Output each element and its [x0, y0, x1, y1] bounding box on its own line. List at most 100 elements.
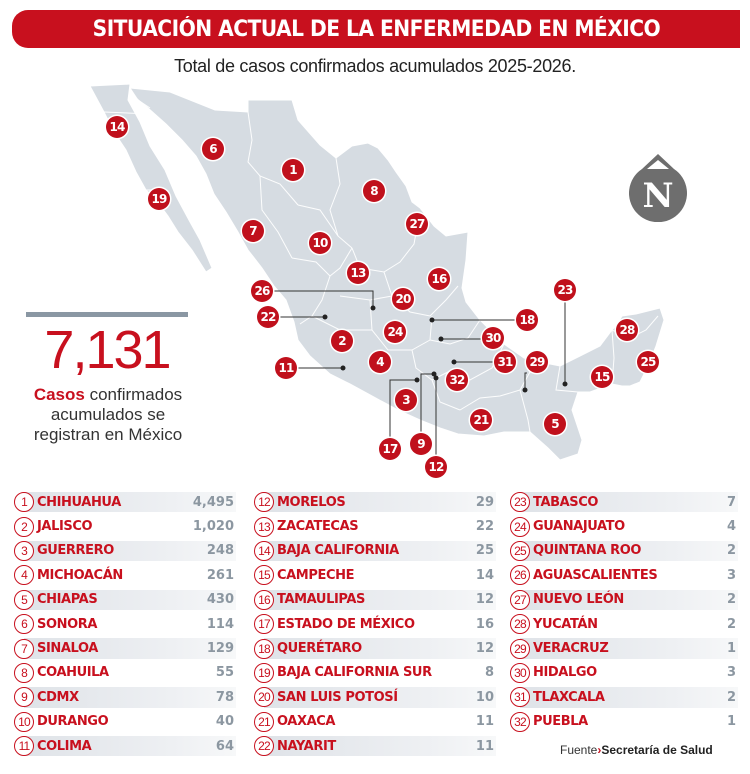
state-name: SAN LUIS POTOSÍ — [277, 689, 398, 705]
map-marker: 15 — [591, 366, 613, 388]
state-name: COLIMA — [37, 738, 92, 754]
case-count: 12 — [475, 641, 494, 657]
case-count: 12 — [475, 592, 494, 608]
table-row: 9 CDMX 78 — [14, 685, 236, 709]
mexico-map: 14 6 1 19 8 7 10 27 13 16 26 20 22 18 23 24 30 28 2 11 4 31 29… — [0, 80, 750, 480]
table-row: 6 SONORA 114 — [14, 612, 236, 636]
case-count: 4,495 — [192, 494, 234, 510]
state-name: HIDALGO — [533, 665, 597, 681]
table-row: 14 BAJA CALIFORNIA 25 — [254, 539, 496, 563]
case-count: 3 — [726, 567, 736, 583]
case-count: 8 — [484, 665, 494, 681]
table-row: 25 QUINTANA ROO 2 — [510, 539, 738, 563]
case-count: 11 — [475, 714, 494, 730]
table-row: 1 CHIHUAHUA 4,495 — [14, 490, 236, 514]
map-marker: 6 — [202, 138, 224, 160]
table-row: 20 SAN LUIS POTOSÍ 10 — [254, 685, 496, 709]
state-name: GUERRERO — [37, 543, 114, 559]
map-marker: 4 — [369, 351, 391, 373]
case-count: 25 — [475, 543, 494, 559]
table-row: 24 GUANAJUATO 4 — [510, 514, 738, 538]
case-count: 78 — [215, 689, 234, 705]
state-name: DURANGO — [37, 714, 109, 730]
chevron-right-icon: › — [597, 743, 602, 757]
table-row: 7 SINALOA 129 — [14, 636, 236, 660]
map-marker: 13 — [347, 262, 369, 284]
map-marker: 27 — [406, 213, 428, 235]
state-name: CHIHUAHUA — [37, 494, 121, 510]
row-number-badge: 8 — [14, 662, 34, 683]
row-number-badge: 7 — [14, 638, 34, 659]
state-table-column-1: 1 CHIHUAHUA 4,495 2 JALISCO 1,020 3 GUERRERO 248… — [14, 490, 236, 758]
table-row: 12 MORELOS 29 — [254, 490, 496, 514]
state-name: OAXACA — [277, 714, 336, 730]
table-row: 28 YUCATÁN 2 — [510, 612, 738, 636]
total-cases: 7,131 — [44, 320, 171, 380]
row-number-badge: 30 — [510, 662, 530, 683]
row-number-badge: 20 — [254, 687, 274, 708]
row-number-badge: 13 — [254, 516, 274, 537]
case-count: 2 — [726, 592, 736, 608]
case-count: 2 — [726, 543, 736, 559]
map-marker: 3 — [395, 389, 417, 411]
case-count: 3 — [726, 665, 736, 681]
state-name: TLAXCALA — [533, 689, 605, 705]
row-number-badge: 31 — [510, 687, 530, 708]
caption-text: confirmados acumulados se registran en M… — [33, 385, 183, 444]
state-name: QUINTANA ROO — [533, 543, 642, 559]
state-name: CDMX — [37, 689, 79, 705]
logo-n-icon: N — [629, 154, 687, 223]
map-marker: 26 — [251, 280, 273, 302]
map-marker: 12 — [425, 456, 447, 478]
source-name: Secretaría de Salud — [601, 743, 713, 757]
map-marker: 20 — [392, 288, 414, 310]
row-number-badge: 23 — [510, 492, 530, 513]
case-count: 55 — [215, 665, 234, 681]
newspaper-logo: N — [628, 152, 688, 223]
map-marker: 14 — [106, 116, 128, 138]
row-number-badge: 22 — [254, 736, 274, 757]
total-caption: Casos confirmados acumulados se registra… — [18, 385, 198, 445]
row-number-badge: 12 — [254, 492, 274, 513]
map-marker: 31 — [494, 351, 516, 373]
map-marker: 24 — [384, 321, 406, 343]
case-count: 29 — [475, 494, 494, 510]
case-count: 4 — [726, 519, 736, 535]
state-name: BAJA CALIFORNIA SUR — [277, 665, 432, 681]
map-marker: 11 — [275, 357, 297, 379]
row-number-badge: 11 — [14, 736, 34, 757]
svg-text:N: N — [642, 176, 673, 216]
map-marker: 22 — [257, 306, 279, 328]
table-row: 16 TAMAULIPAS 12 — [254, 588, 496, 612]
table-row: 26 AGUASCALIENTES 3 — [510, 563, 738, 587]
map-marker: 1 — [282, 159, 304, 181]
map-marker: 7 — [242, 220, 264, 242]
row-number-badge: 21 — [254, 711, 274, 732]
map-marker: 8 — [363, 180, 385, 202]
map-marker: 9 — [410, 433, 432, 455]
case-count: 11 — [475, 738, 494, 754]
summary-divider — [26, 312, 188, 317]
state-name: YUCATÁN — [533, 616, 598, 632]
state-name: NUEVO LEÓN — [533, 592, 624, 608]
source-credit: Fuente›Secretaría de Salud — [560, 743, 713, 757]
map-marker: 30 — [482, 327, 504, 349]
state-table-column-2: 12 MORELOS 29 13 ZACATECAS 22 14 BAJA CALIFORNI… — [254, 490, 496, 758]
page-title: SITUACIÓN ACTUAL DE LA ENFERMEDAD EN MÉX… — [92, 16, 660, 42]
case-count: 2 — [726, 616, 736, 632]
table-row: 30 HIDALGO 3 — [510, 661, 738, 685]
state-name: BAJA CALIFORNIA — [277, 543, 399, 559]
case-count: 2 — [726, 689, 736, 705]
state-name: QUERÉTARO — [277, 641, 362, 657]
map-marker: 25 — [637, 351, 659, 373]
source-label: Fuente — [560, 743, 598, 757]
case-count: 129 — [206, 641, 234, 657]
map-marker: 16 — [428, 268, 450, 290]
table-row: 29 VERACRUZ 1 — [510, 636, 738, 660]
map-marker: 10 — [309, 232, 331, 254]
row-number-badge: 27 — [510, 589, 530, 610]
row-number-badge: 1 — [14, 492, 34, 513]
table-row: 13 ZACATECAS 22 — [254, 514, 496, 538]
state-name: MORELOS — [277, 494, 346, 510]
case-count: 10 — [475, 689, 494, 705]
